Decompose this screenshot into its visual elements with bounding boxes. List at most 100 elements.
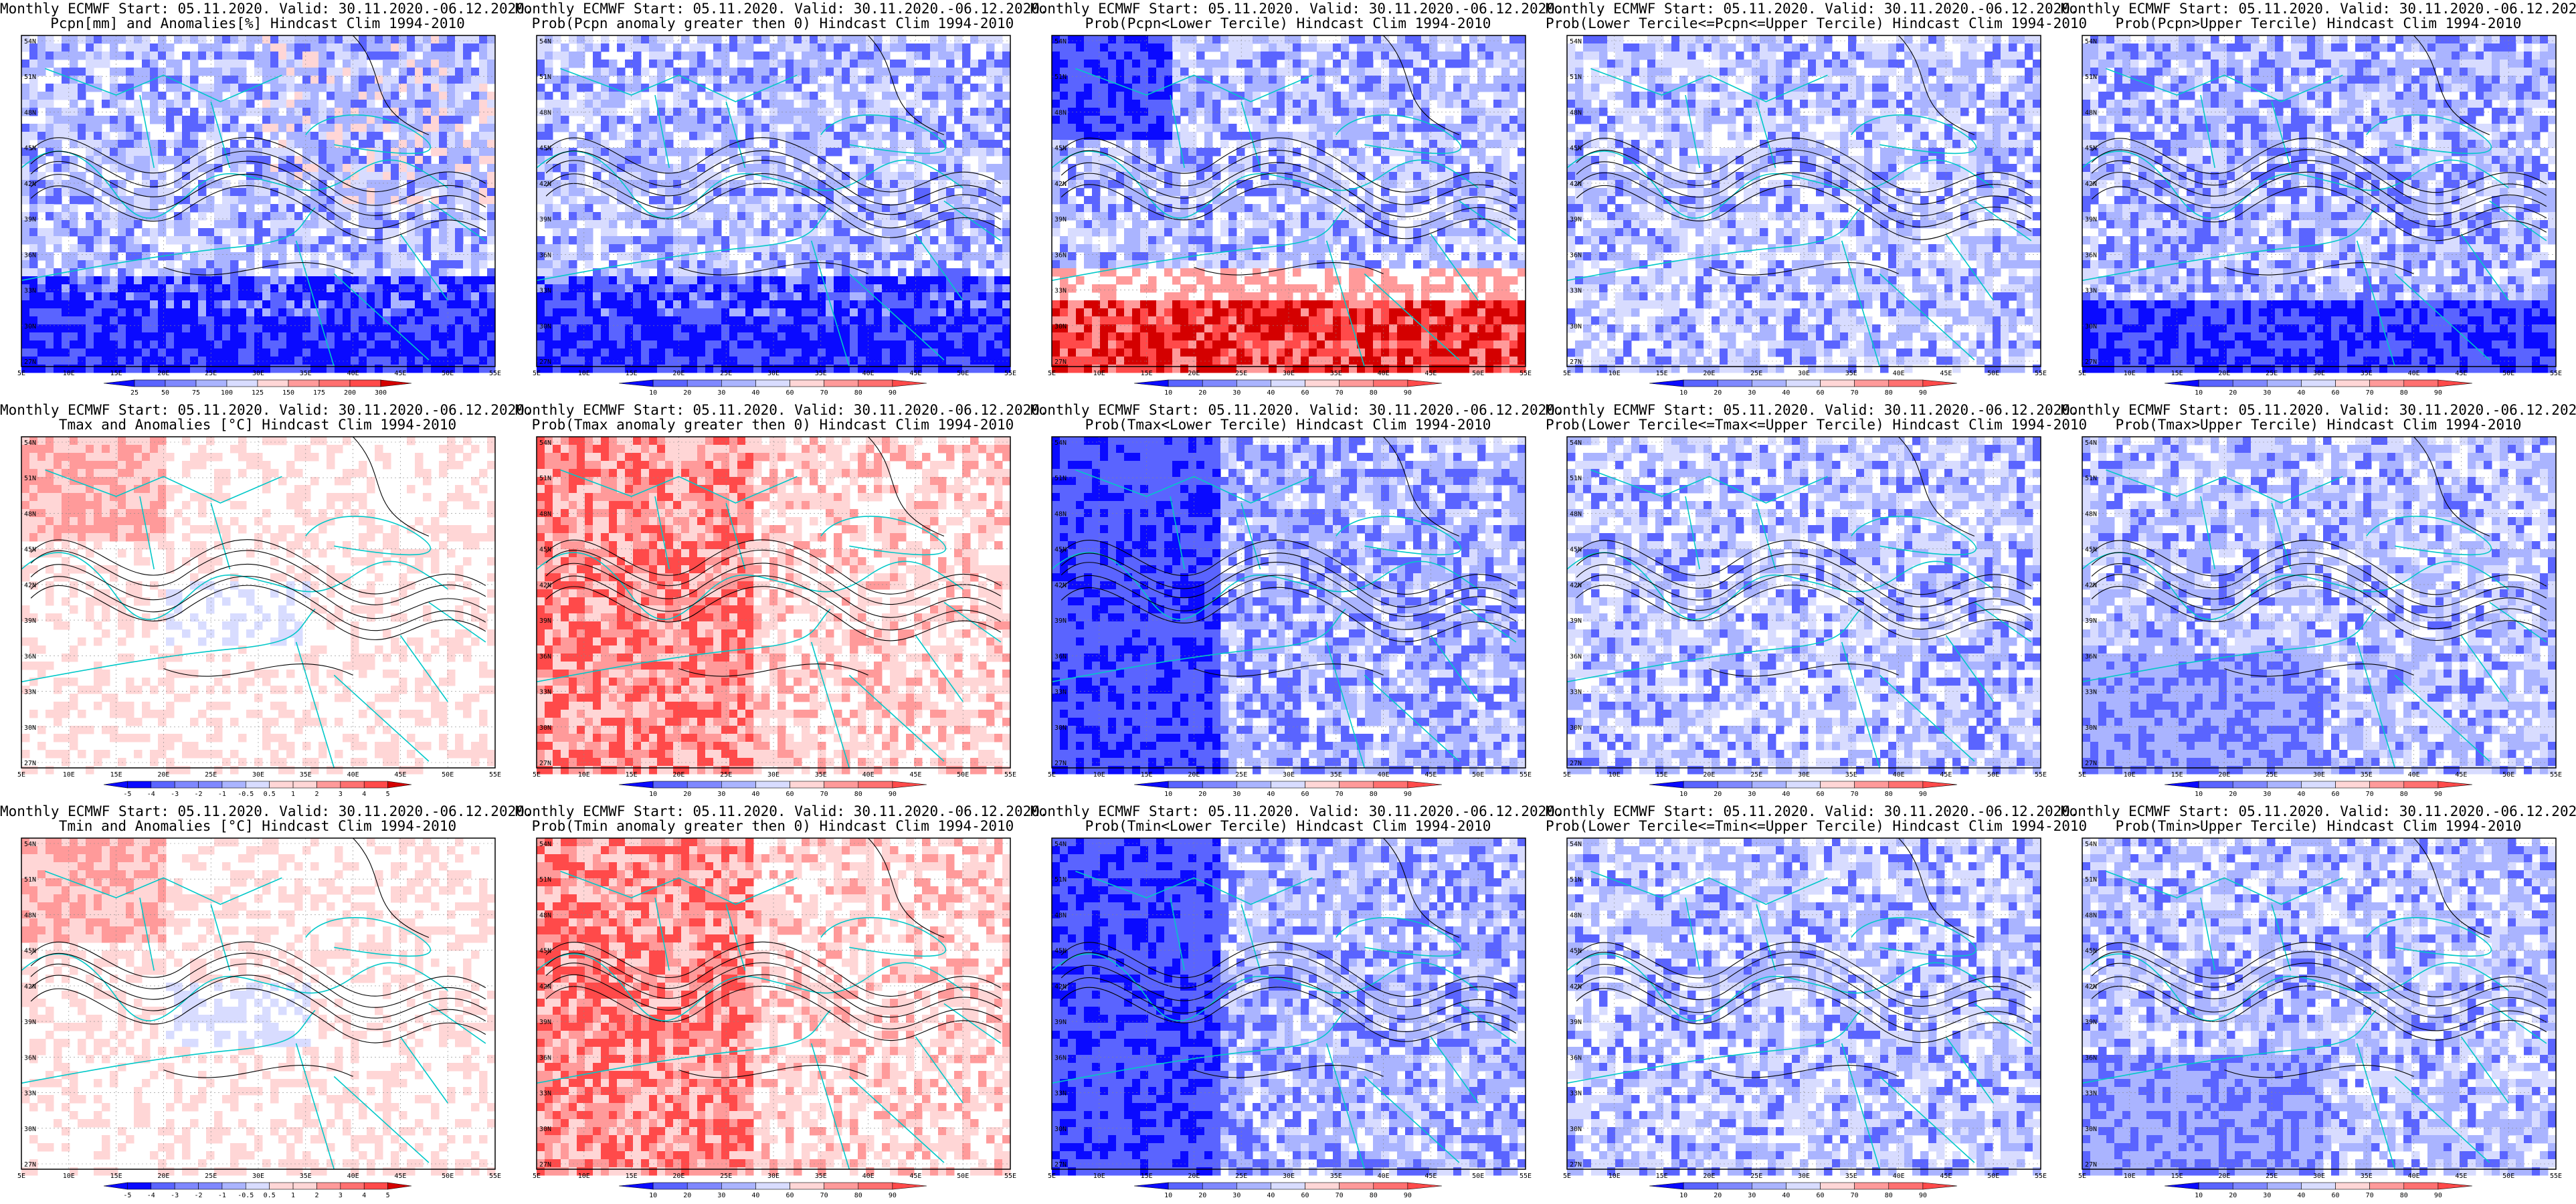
lat-tick-label: 54N: [1570, 38, 1582, 45]
lat-tick-label: 33N: [24, 689, 36, 696]
lon-tick-label: 35E: [815, 1173, 827, 1180]
lat-tick-label: 30N: [1570, 323, 1582, 330]
lat-tick-label: 33N: [2085, 288, 2097, 295]
lat-tick-label: 51N: [1570, 74, 1582, 81]
lon-tick-label: 45E: [2455, 370, 2467, 377]
lon-tick-label: 30E: [1798, 771, 1810, 779]
lat-tick-label: 27N: [1054, 760, 1067, 767]
colorbar-tick-label: 30: [1748, 791, 1756, 798]
lat-tick-label: 51N: [24, 74, 36, 81]
lon-tick-label: 30E: [252, 370, 264, 377]
coastlines: [536, 870, 1002, 1170]
colorbar-tick-label: 10: [2195, 389, 2203, 397]
map-tmax-lower: 54N 51N 48N 45N 42N 39N 36N 33N 30N 27N 5E 10E 15E 20…: [1048, 436, 1532, 798]
colorbar-tick-label: 40: [751, 791, 759, 798]
lat-tick-label: 27N: [24, 1161, 36, 1169]
colorbar-tick-label: 70: [1336, 389, 1344, 397]
colorbar-tick-label: -3: [171, 1192, 179, 1199]
lat-tick-label: 30N: [1570, 724, 1582, 732]
coastlines: [2082, 469, 2547, 769]
lat-tick-label: 27N: [1054, 359, 1067, 366]
colorbar-tick-label: 70: [1336, 791, 1344, 798]
colorbar-tick-label: 2: [314, 1192, 318, 1199]
lon-tick-label: 50E: [957, 771, 969, 779]
lat-tick-label: 48N: [2085, 912, 2097, 919]
lat-tick-label: 36N: [1054, 252, 1067, 259]
colorbar-tick-label: 70: [1336, 1192, 1344, 1199]
lat-tick-label: 33N: [24, 1090, 36, 1098]
lat-tick-label: 33N: [539, 689, 551, 696]
lat-tick-label: 36N: [2085, 653, 2097, 660]
coastlines: [536, 469, 1002, 769]
colorbar-tick-label: 20: [1198, 1192, 1206, 1199]
contour-lines: [545, 436, 1002, 677]
panel-title-line1: Monthly ECMWF Start: 05.11.2020. Valid: …: [0, 804, 533, 819]
lat-tick-label: 39N: [1054, 617, 1067, 625]
lon-tick-label: 10E: [1093, 1173, 1105, 1180]
lon-tick-label: 45E: [1424, 771, 1437, 779]
lon-tick-label: 45E: [2455, 771, 2467, 779]
lon-tick-label: 40E: [1378, 1173, 1390, 1180]
graticule: [2082, 35, 2557, 367]
colorbar-tick-label: 25: [130, 389, 139, 397]
lon-tick-label: 50E: [2502, 771, 2514, 779]
colorbar-tick-label: 60: [1817, 389, 1825, 397]
lon-tick-label: 20E: [1703, 1173, 1715, 1180]
map-pcpn-middle: 54N 51N 48N 45N 42N 39N 36N 33N 30N 27N 5E 10E 15E 20…: [1563, 35, 2047, 397]
lat-tick-label: 42N: [1570, 181, 1582, 188]
map-frame: [536, 837, 1011, 1170]
lat-tick-label: 48N: [2085, 510, 2097, 518]
lon-tick-label: 15E: [1656, 1173, 1668, 1180]
lat-tick-label: 39N: [24, 617, 36, 625]
lon-tick-label: 40E: [2408, 1173, 2420, 1180]
lon-tick-label: 15E: [1656, 771, 1668, 779]
map-frame: [536, 436, 1011, 769]
map-panel-pcpn-upper: 54N 51N 48N 45N 42N 39N 36N 33N 30N 27N 5E 10E 15E 20…: [2061, 0, 2576, 401]
contour-lines: [1061, 837, 1517, 1078]
contour-lines: [1061, 35, 1517, 276]
lat-tick-label: 30N: [539, 1126, 551, 1133]
map-panel-tmin-middle: 54N 51N 48N 45N 42N 39N 36N 33N 30N 27N 5E 10E 15E 20…: [1546, 803, 2087, 1204]
lat-tick-label: 48N: [24, 912, 36, 919]
lon-tick-label: 15E: [626, 771, 638, 779]
panel-title-line2: Prob(Pcpn<Lower Tercile) Hindcast Clim 1…: [1030, 16, 1546, 31]
lon-tick-label: 5E: [533, 370, 541, 377]
map-frame: [1051, 35, 1526, 367]
colorbar-tick-label: 80: [1370, 791, 1378, 798]
lat-tick-label: 33N: [539, 288, 551, 295]
lat-tick-label: 30N: [24, 724, 36, 732]
colorbar-tick-label: 20: [2229, 791, 2237, 798]
lat-tick-label: 27N: [1570, 1161, 1582, 1169]
lat-tick-label: 51N: [24, 876, 36, 884]
lat-tick-label: 39N: [1570, 216, 1582, 223]
lon-tick-label: 40E: [347, 370, 359, 377]
map-tmin-upper: 54N 51N 48N 45N 42N 39N 36N 33N 30N 27N 5E 10E 15E 20…: [2078, 837, 2562, 1199]
colorbar-tick-label: 90: [1919, 389, 1927, 397]
map-tmin-middle: 54N 51N 48N 45N 42N 39N 36N 33N 30N 27N 5E 10E 15E 20…: [1563, 837, 2047, 1199]
lat-tick-label: 42N: [539, 582, 551, 589]
lon-tick-label: 35E: [815, 370, 827, 377]
lon-tick-label: 25E: [205, 1173, 217, 1180]
lon-tick-label: 5E: [1048, 771, 1056, 779]
lon-tick-label: 5E: [2078, 370, 2086, 377]
lon-tick-label: 50E: [1472, 370, 1484, 377]
lon-tick-label: 40E: [1378, 771, 1390, 779]
lon-tick-label: 20E: [2218, 370, 2230, 377]
colorbar-tick-label: -3: [171, 791, 179, 798]
lon-tick-label: 50E: [1987, 370, 1999, 377]
colorbar-tick-label: 90: [1919, 1192, 1927, 1199]
colorbar-tick-label: 1: [291, 1192, 295, 1199]
lon-tick-label: 55E: [1004, 771, 1016, 779]
lat-tick-label: 30N: [1054, 1126, 1067, 1133]
lat-tick-label: 33N: [539, 1090, 551, 1098]
colorbar: [1133, 1182, 1443, 1190]
lon-tick-label: 30E: [1798, 1173, 1810, 1180]
colorbar-tick-label: 4: [362, 791, 366, 798]
colorbar-tick-label: 80: [2400, 389, 2408, 397]
colorbar-tick-label: 40: [1267, 1192, 1275, 1199]
colorbar-tick-label: 90: [889, 389, 897, 397]
colorbar-tick-label: 20: [2229, 1192, 2237, 1199]
lon-tick-label: 55E: [2035, 771, 2047, 779]
panel-title-line2: Prob(Tmin<Lower Tercile) Hindcast Clim 1…: [1030, 819, 1546, 833]
lon-tick-label: 10E: [2124, 771, 2136, 779]
